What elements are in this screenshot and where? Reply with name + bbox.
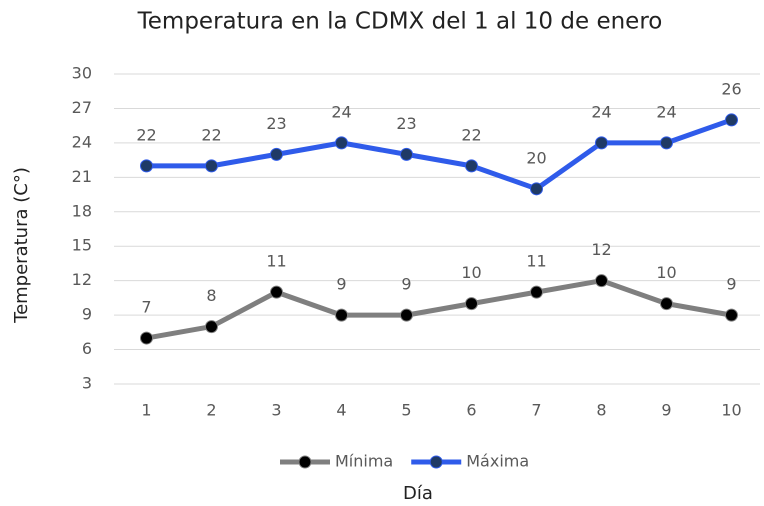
data-label: 11 (266, 252, 286, 271)
data-label: 11 (526, 252, 546, 271)
y-tick-label: 9 (82, 305, 92, 324)
marker (335, 308, 348, 322)
data-label: 10 (656, 263, 676, 282)
marker (335, 136, 348, 150)
x-tick-label: 5 (401, 401, 411, 420)
marker (205, 159, 218, 173)
x-tick-label: 10 (721, 401, 741, 420)
data-label: 20 (526, 148, 546, 167)
data-label: 9 (401, 275, 411, 294)
marker (140, 331, 153, 345)
marker (725, 113, 738, 127)
data-label: 23 (396, 114, 416, 133)
marker (400, 308, 413, 322)
data-label: 24 (591, 102, 611, 121)
marker (465, 159, 478, 173)
legend-marker (429, 455, 443, 469)
y-tick-label: 27 (72, 98, 92, 117)
x-tick-label: 8 (596, 401, 606, 420)
marker (595, 274, 608, 288)
data-label: 10 (461, 263, 481, 282)
data-label: 22 (136, 125, 156, 144)
x-tick-label: 6 (466, 401, 476, 420)
y-tick-label: 30 (72, 64, 92, 83)
y-axis-label: Temperatura (C°) (11, 167, 32, 324)
data-label: 22 (201, 125, 221, 144)
data-label: 8 (206, 286, 216, 305)
y-tick-label: 21 (72, 167, 92, 186)
data-label: 9 (336, 275, 346, 294)
x-axis-label: Día (403, 483, 433, 504)
x-tick-label: 9 (661, 401, 671, 420)
marker (595, 136, 608, 150)
chart-title: Temperatura en la CDMX del 1 al 10 de en… (137, 9, 663, 35)
data-label: 24 (656, 102, 676, 121)
marker (205, 320, 218, 334)
x-tick-label: 1 (141, 401, 151, 420)
data-label: 12 (591, 240, 611, 259)
marker (725, 308, 738, 322)
marker (140, 159, 153, 173)
marker (530, 285, 543, 299)
marker (660, 136, 673, 150)
marker (270, 147, 283, 161)
data-label: 26 (721, 79, 741, 98)
data-label: 22 (461, 125, 481, 144)
data-label: 7 (141, 298, 151, 317)
y-tick-label: 24 (72, 132, 92, 151)
legend-marker (298, 455, 312, 469)
data-label: 24 (331, 102, 351, 121)
marker (660, 297, 673, 311)
y-tick-label: 12 (72, 270, 92, 289)
x-tick-label: 4 (336, 401, 346, 420)
series-line (146, 278, 732, 341)
y-tick-label: 18 (72, 201, 92, 220)
marker (465, 297, 478, 311)
y-tick-label: 15 (72, 236, 92, 255)
y-tick-label: 3 (82, 374, 92, 393)
marker (270, 285, 283, 299)
x-tick-label: 3 (271, 401, 281, 420)
y-tick-label: 6 (82, 339, 92, 358)
marker (530, 182, 543, 196)
marker (400, 147, 413, 161)
legend-label: Máxima (466, 452, 529, 471)
data-label: 9 (726, 275, 736, 294)
x-tick-label: 2 (206, 401, 216, 420)
data-label: 23 (266, 114, 286, 133)
legend-label: Mínima (335, 452, 393, 471)
x-tick-label: 7 (531, 401, 541, 420)
series-line (146, 117, 733, 192)
